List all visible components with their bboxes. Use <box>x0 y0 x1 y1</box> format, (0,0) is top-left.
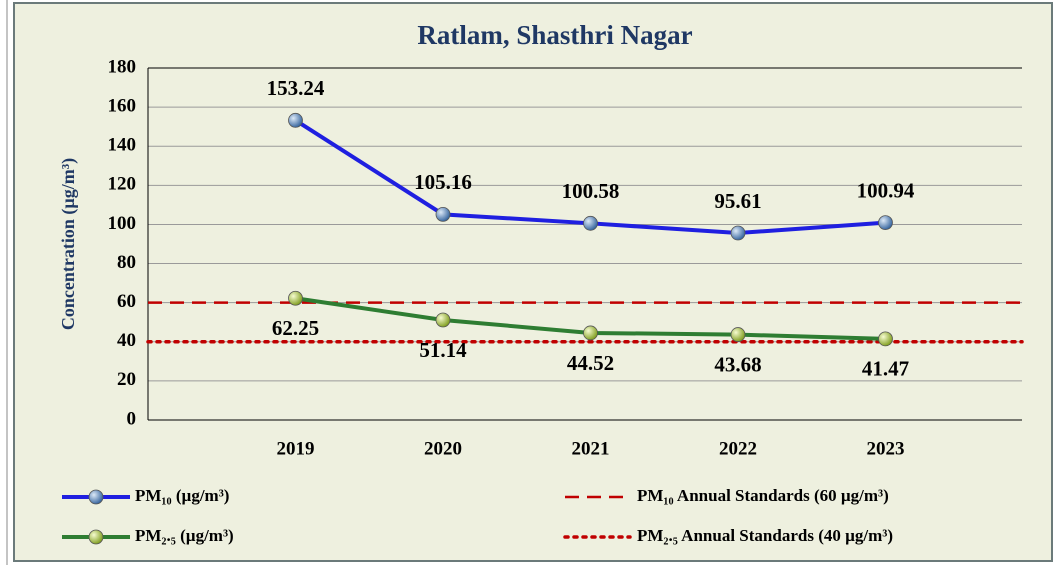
data-label: 95.61 <box>714 189 761 213</box>
data-label: 44.52 <box>567 351 614 375</box>
data-label: 43.68 <box>714 352 761 376</box>
data-label: 100.94 <box>857 178 915 202</box>
data-point <box>288 290 303 306</box>
chart-frame <box>13 2 1053 562</box>
data-point <box>730 225 746 241</box>
x-tick-label: 2019 <box>277 438 315 459</box>
y-tick-label: 100 <box>108 213 137 234</box>
legend-marker <box>88 489 104 505</box>
data-point <box>730 327 746 342</box>
y-tick-label: 60 <box>117 291 136 312</box>
y-tick-label: 40 <box>117 330 136 351</box>
legend-label: PM₁₀ Annual Standards (60 µg/m³) <box>637 486 889 505</box>
data-label: 51.14 <box>419 338 467 362</box>
data-label: 153.24 <box>267 76 325 100</box>
legend-marker <box>88 529 104 545</box>
y-tick-label: 120 <box>108 174 137 195</box>
data-point <box>435 312 451 328</box>
legend-label: PM₂.₅ Annual Standards (40 µg/m³) <box>637 526 893 545</box>
x-tick-label: 2023 <box>867 438 905 459</box>
data-label: 100.58 <box>562 179 620 203</box>
data-point <box>878 331 893 347</box>
data-point <box>583 215 598 231</box>
x-tick-label: 2022 <box>719 438 757 459</box>
x-tick-label: 2020 <box>424 438 462 459</box>
data-point <box>435 206 451 222</box>
legend-label: PM₁₀ (µg/m³) <box>135 486 229 505</box>
data-point <box>583 325 598 341</box>
data-label: 41.47 <box>862 357 909 381</box>
x-tick-label: 2021 <box>572 438 610 459</box>
y-tick-label: 20 <box>117 369 136 390</box>
y-tick-label: 0 <box>127 408 137 429</box>
data-point <box>288 112 303 128</box>
chart-title: Ratlam, Shasthri Nagar <box>417 20 692 50</box>
data-label: 105.16 <box>414 170 472 194</box>
y-tick-label: 160 <box>108 95 137 116</box>
y-tick-label: 80 <box>117 252 136 273</box>
data-point <box>878 215 893 231</box>
y-axis-label: Concentration (µg/m³) <box>58 158 79 330</box>
y-tick-label: 180 <box>108 56 137 77</box>
data-label: 62.25 <box>272 316 319 340</box>
y-tick-label: 140 <box>108 135 137 156</box>
legend-label: PM₂.₅ (µg/m³) <box>135 526 234 545</box>
